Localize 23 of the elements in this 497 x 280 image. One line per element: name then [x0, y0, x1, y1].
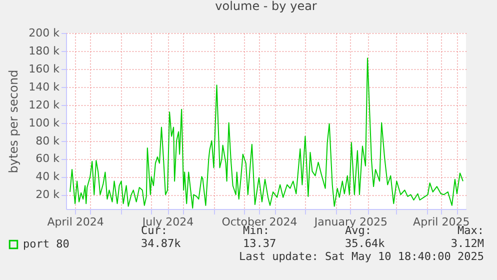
text: 35.64k [345, 237, 386, 250]
y-tick-label: 180 k [28, 44, 60, 58]
y-tick-label: 20 k [36, 188, 60, 202]
text: 34.87k [141, 237, 182, 250]
text: Last update: Sat May 10 18:40:00 2025 [238, 250, 484, 263]
text: 13.37 [243, 237, 276, 250]
y-tick-label: 140 k [28, 80, 60, 94]
y-tick-label: 80 k [36, 134, 60, 148]
x-tick-label: April 2024 [47, 216, 104, 228]
chart-title: volume - by year [215, 0, 317, 13]
text: Min: [243, 224, 270, 237]
x-tick-label: January 2025 [313, 216, 388, 228]
y-tick-label: 100 k [28, 116, 60, 130]
y-axis-title: bytes per second [6, 70, 21, 174]
y-tick-label: 200 k [28, 26, 60, 40]
line-series [70, 58, 464, 209]
y-tick-label: 160 k [28, 62, 60, 76]
text: Max: [458, 224, 484, 237]
y-tick-label: 40 k [36, 170, 60, 184]
legend-label: port 80 [23, 238, 70, 250]
y-tick-label: 120 k [28, 98, 60, 112]
text: 3.12M [450, 237, 484, 250]
y-tick-label: 60 k [36, 152, 60, 166]
